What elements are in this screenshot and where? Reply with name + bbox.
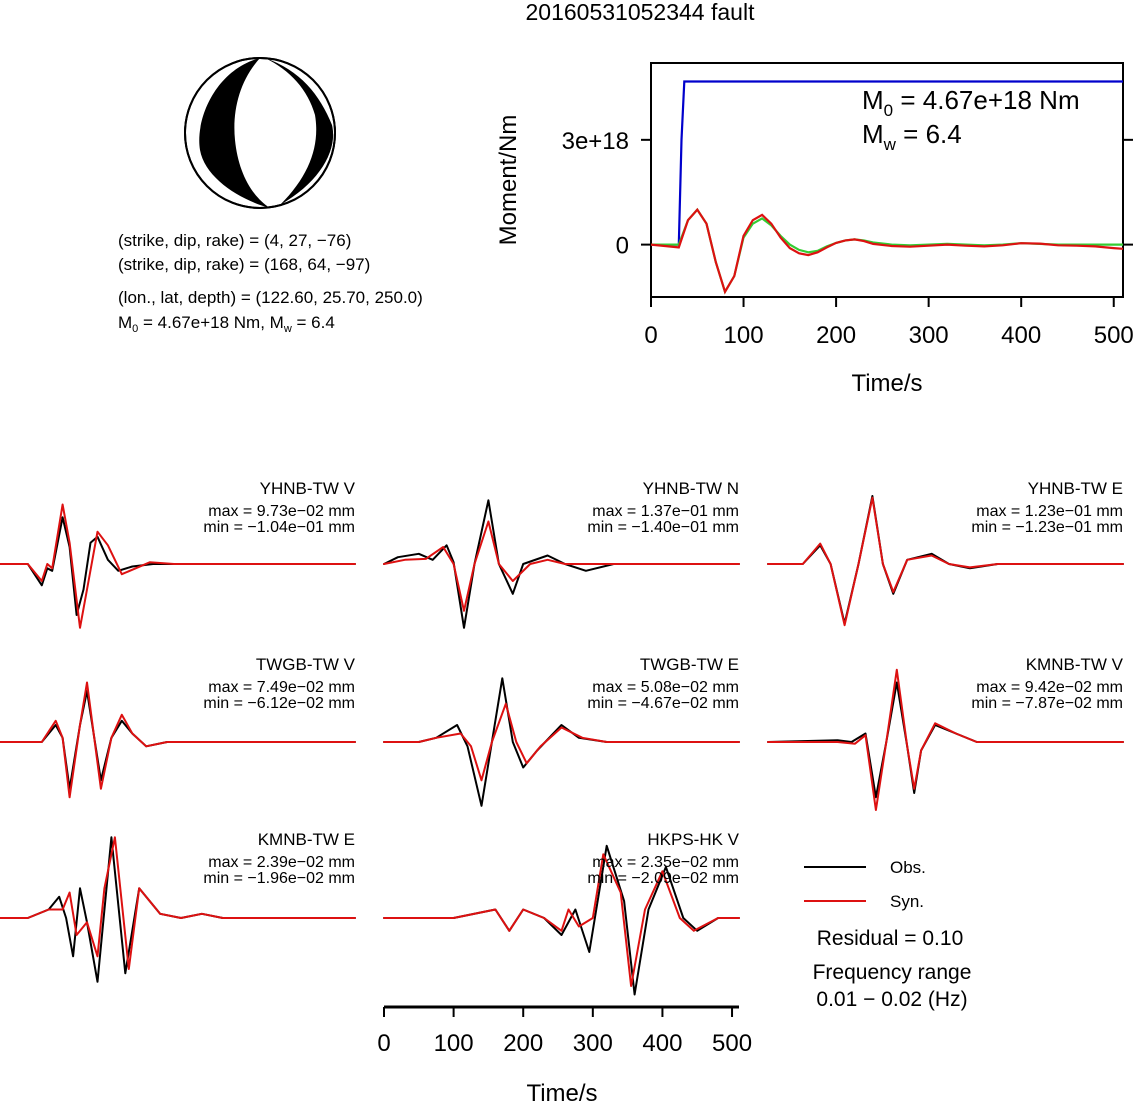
trace-station-label: YHNB-TW N [643,479,739,498]
trace-station-label: KMNB-TW V [1026,655,1124,674]
synthetic-trace [0,836,356,970]
moment-ytick-label: 0 [616,233,629,260]
waveform-xtick-label: 300 [573,1030,613,1057]
waveform-time-axis: 0 100 200 300 400 500 [377,1005,752,1057]
synthetic-trace [767,496,1124,627]
legend: Obs. Syn. Residual = 0.10 Frequency rang… [804,858,971,1011]
synthetic-trace [383,853,740,987]
moment-xtick-label: 0 [644,322,657,349]
trace-max-label: max = 9.73e−02 mm [208,503,355,520]
trace-max-label: max = 1.23e−01 mm [976,503,1123,520]
synthetic-trace [767,668,1124,811]
moment-xtick-label: 500 [1094,322,1134,349]
waveform-xtick-label: 500 [712,1030,752,1057]
trace-min-label: min = −1.23e−01 mm [971,519,1123,536]
moment-ytick-label: 3e+18 [562,128,629,155]
trace-station-label: TWGB-TW V [256,655,356,674]
trace-min-label: min = −1.40e−01 mm [587,519,739,536]
moment-m0-annotation: M0 = 4.67e+18 Nm [862,85,1080,120]
trace-station-label: YHNB-TW E [1028,479,1123,498]
waveform-xtick-label: 200 [503,1030,543,1057]
moment-mw-annotation: Mw = 6.4 [862,119,962,154]
plane1-text: (strike, dip, rake) = (4, 27, −76) [118,231,351,250]
trace-min-label: min = −6.12e−02 mm [203,695,355,712]
frequency-range-value: 0.01 − 0.02 (Hz) [816,988,967,1011]
trace-min-label: min = −2.09e−02 mm [587,870,739,887]
moment-xtick-label: 200 [816,322,856,349]
trace-max-label: max = 2.39e−02 mm [208,854,355,871]
figure-title: 20160531052344 fault [526,0,756,25]
trace-station-label: HKPS-HK V [647,830,739,849]
moment-series-red [650,207,1124,295]
moment-xtick-label: 100 [724,322,764,349]
location-text: (lon., lat, depth) = (122.60, 25.70, 250… [118,288,423,307]
trace-station-label: YHNB-TW V [260,479,356,498]
moment-plot-frame [650,62,1124,298]
trace-max-label: max = 2.35e−02 mm [592,854,739,871]
synthetic-trace [383,702,740,782]
synthetic-trace [383,520,740,612]
observed-trace [0,516,356,616]
waveform-xlabel: Time/s [526,1080,597,1104]
legend-syn-label: Syn. [890,892,924,911]
trace-max-label: max = 1.37e−01 mm [592,503,739,520]
trace-station-label: KMNB-TW E [258,830,355,849]
trace-min-label: min = −7.87e−02 mm [971,695,1123,712]
trace-min-label: min = −1.96e−02 mm [203,870,355,887]
synthetic-trace [0,681,356,799]
trace-max-label: max = 9.42e−02 mm [976,679,1123,696]
moment-ylabel: Moment/Nm [495,115,522,246]
waveform-xtick-label: 400 [642,1030,682,1057]
synthetic-trace [0,503,356,629]
trace-max-label: max = 5.08e−02 mm [592,679,739,696]
moment-summary-text: M0 = 4.67e+18 Nm, Mw = 6.4 [118,313,335,335]
waveform-xtick-label: 0 [377,1030,390,1057]
plane2-text: (strike, dip, rake) = (168, 64, −97) [118,255,370,274]
frequency-range-title: Frequency range [813,961,972,984]
trace-min-label: min = −1.04e−01 mm [203,519,355,536]
trace-max-label: max = 7.49e−02 mm [208,679,355,696]
trace-min-label: min = −4.67e−02 mm [587,695,739,712]
beachball-icon [184,57,336,209]
moment-xlabel: Time/s [851,370,922,397]
trace-station-label: TWGB-TW E [640,655,739,674]
moment-xtick-label: 400 [1001,322,1041,349]
moment-xtick-label: 300 [909,322,949,349]
legend-obs-label: Obs. [890,858,926,877]
residual-text: Residual = 0.10 [817,927,964,950]
waveform-xtick-label: 100 [434,1030,474,1057]
